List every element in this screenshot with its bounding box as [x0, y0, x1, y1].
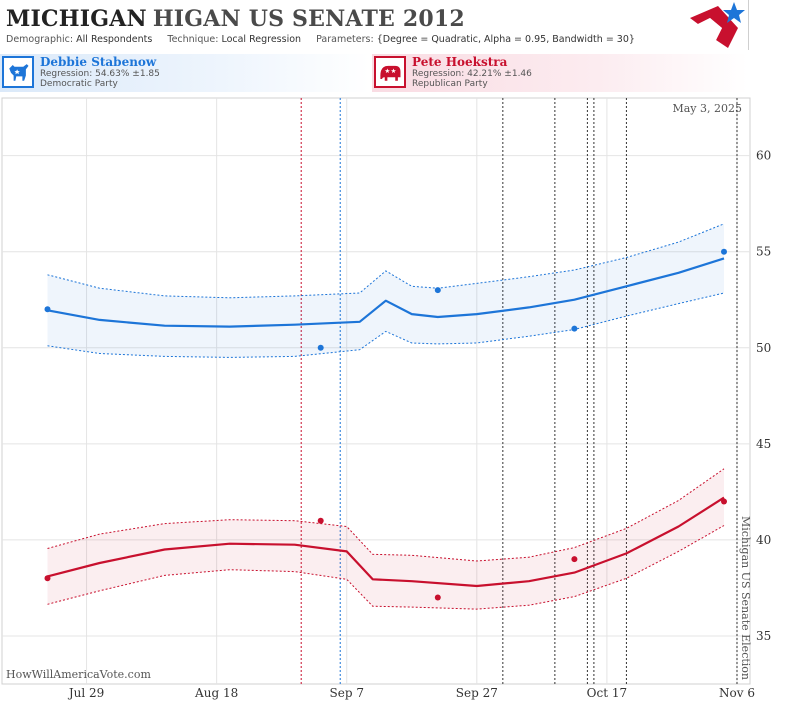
x-tick-label: Aug 18 — [194, 686, 238, 700]
x-tick-label: Nov 6 — [719, 686, 755, 700]
poll-point — [317, 517, 324, 524]
confidence-band — [47, 468, 724, 610]
poll-chart: 35 40 45 50 55 60 Jul 29 Aug 18 Sep 7 Sep 27 Oct 1… — [1, 97, 771, 700]
chart-title: MICHIGAN HIGAN US SENATE 2012 — [6, 6, 465, 32]
demographic-value: All Respondents — [76, 34, 153, 45]
x-tick-label: Oct 17 — [587, 686, 627, 700]
x-tick-label: Sep 27 — [456, 686, 498, 700]
lower-bound-line — [47, 525, 725, 610]
technique-label: Technique: — [167, 34, 219, 45]
date-label: May 3, 2025 — [672, 102, 742, 115]
watermark: HowWillAmericaVote.com — [6, 668, 151, 681]
rep-party: Republican Party — [412, 79, 488, 89]
series-dem — [44, 223, 727, 358]
poll-point — [721, 498, 727, 505]
y-tick-label: 55 — [756, 245, 771, 259]
donkey-icon — [2, 56, 34, 88]
chart-header: MICHIGAN HIGAN US SENATE 2012 Demographic… — [0, 0, 749, 50]
poll-point — [44, 306, 51, 313]
dem-candidate-name: Debbie Stabenow — [40, 55, 157, 69]
upper-bound-line — [47, 223, 725, 299]
y-tick-label: 35 — [756, 629, 771, 643]
y-tick-label: 50 — [756, 341, 771, 355]
candidate-rep: Pete Hoekstra Regression: 42.21% ±1.46 R… — [372, 54, 748, 92]
poll-point — [571, 325, 578, 332]
y-tick-label: 40 — [756, 533, 771, 547]
election-label: Michigan US Senate Election — [739, 516, 752, 680]
x-tick-label: Jul 29 — [67, 686, 104, 700]
parameters-value: {Degree = Quadratic, Alpha = 0.95, Bandw… — [376, 34, 635, 45]
lower-bound-line — [47, 292, 725, 358]
rep-candidate-name: Pete Hoekstra — [412, 55, 508, 69]
y-tick-label: 45 — [756, 437, 771, 451]
poll-point — [434, 287, 441, 294]
site-logo-icon — [690, 2, 745, 48]
plot-area — [1, 97, 751, 685]
poll-point — [44, 575, 51, 582]
elephant-icon — [374, 56, 406, 88]
poll-point — [721, 248, 727, 255]
parameters-label: Parameters: — [316, 34, 374, 45]
candidate-dem: Debbie Stabenow Regression: 54.63% ±1.85… — [0, 54, 370, 92]
title-race: HIGAN US SENATE 2012 — [152, 6, 465, 32]
technique-value: Local Regression — [221, 34, 302, 45]
poll-point — [571, 556, 578, 563]
rep-regression: Regression: 42.21% ±1.46 — [412, 69, 532, 79]
trend-line — [47, 257, 725, 328]
title-state: MICHIGAN — [6, 6, 147, 32]
demographic-label: Demographic: — [6, 34, 74, 45]
confidence-band — [47, 223, 724, 358]
dem-regression: Regression: 54.63% ±1.85 — [40, 69, 160, 79]
trend-line — [47, 496, 725, 588]
x-tick-label: Sep 7 — [330, 686, 364, 700]
y-tick-label: 60 — [756, 149, 771, 163]
chart-parameters: Demographic: All Respondents Technique: … — [6, 34, 635, 45]
poll-point — [434, 594, 441, 601]
upper-bound-line — [47, 468, 725, 562]
poll-point — [317, 344, 324, 351]
dem-party: Democratic Party — [40, 79, 118, 89]
series-rep — [44, 468, 727, 610]
